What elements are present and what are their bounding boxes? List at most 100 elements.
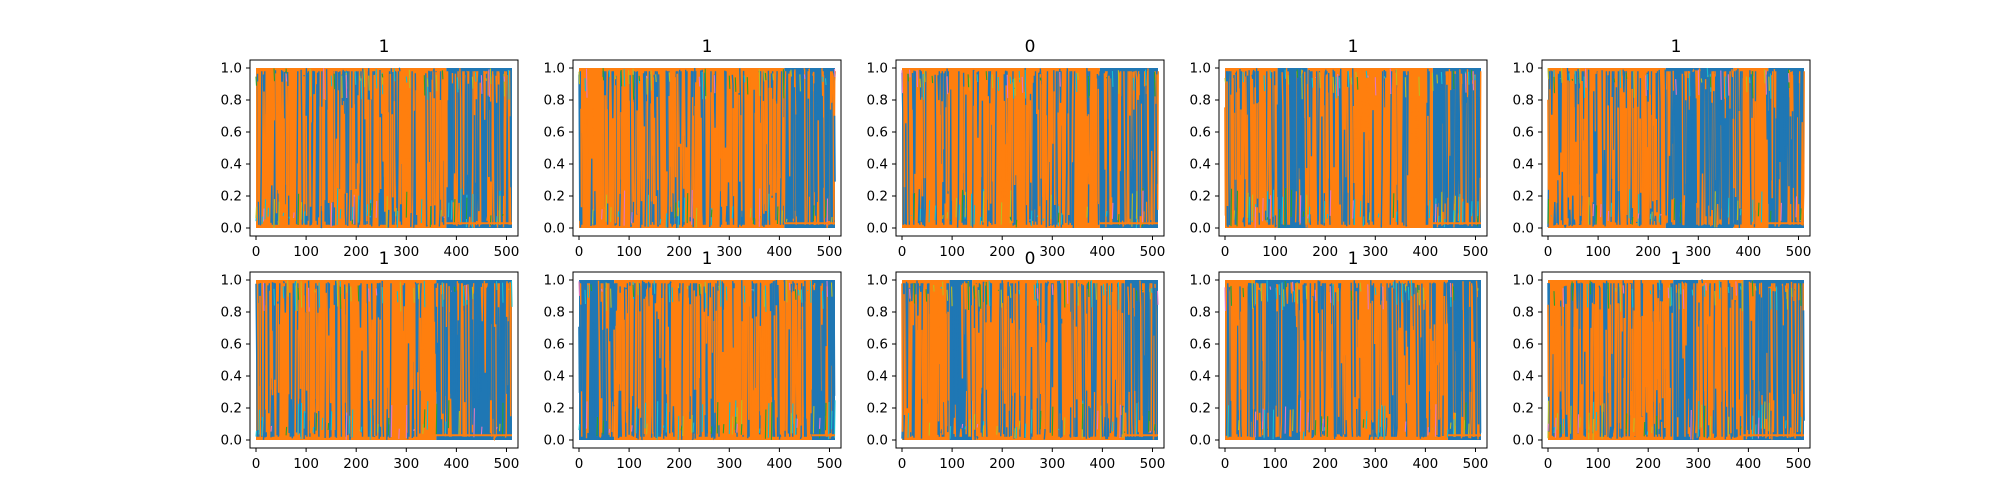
- y-tick-label: 0.0: [221, 433, 242, 449]
- x-tick-label: 200: [666, 244, 692, 260]
- series-trace: [1664, 75, 1732, 225]
- x-tick-label: 400: [1412, 456, 1438, 472]
- series-trace: [1299, 287, 1446, 436]
- series-trace: [1553, 280, 1802, 438]
- subplot-7: 0.0 0.2 0.4 0.6 0.8 1.0 0 100 200 300 400 500 1: [544, 249, 843, 472]
- subplot-title: 1: [1348, 249, 1359, 269]
- x-tick-label: 500: [1463, 456, 1489, 472]
- y-tick-label: 1.0: [544, 273, 565, 289]
- x-tick-label: 0: [1544, 456, 1553, 472]
- series-trace: [1237, 280, 1479, 437]
- series-trace: [817, 286, 836, 434]
- subplot-title: 1: [702, 249, 713, 269]
- y-tick-label: 0.4: [1190, 369, 1211, 385]
- x-tick-label: 100: [1262, 244, 1288, 260]
- x-tick-label: 200: [989, 456, 1015, 472]
- series-trace: [1230, 288, 1255, 416]
- series-area: [1224, 68, 1482, 228]
- subplot-8: 0.0 0.2 0.4 0.6 0.8 1.0 0 100 200 300 400 500 0: [867, 249, 1166, 472]
- series-trace: [255, 280, 437, 441]
- y-tick-label: 0.0: [221, 221, 242, 237]
- x-tick-label: 100: [616, 456, 642, 472]
- series-trace: [1224, 69, 1456, 224]
- x-tick-label: 100: [939, 456, 965, 472]
- y-tick-label: 1.0: [867, 61, 888, 77]
- y-tick-label: 0.4: [1513, 369, 1534, 385]
- series-trace: [1099, 71, 1158, 221]
- subplot-2: 0.0 0.2 0.4 0.6 0.8 1.0 0 100 200 300 400 500 1: [544, 37, 843, 260]
- x-tick-label: 400: [766, 456, 792, 472]
- x-tick-label: 0: [1221, 244, 1230, 260]
- x-tick-label: 100: [939, 244, 965, 260]
- x-tick-label: 200: [1635, 244, 1661, 260]
- series-trace: [908, 280, 1159, 439]
- x-tick-label: 200: [1312, 244, 1338, 260]
- x-tick-label: 0: [1221, 456, 1230, 472]
- series-trace: [913, 280, 1156, 436]
- x-tick-label: 100: [616, 244, 642, 260]
- series-trace: [919, 70, 1138, 227]
- series-trace: [585, 68, 836, 227]
- series-trace: [1126, 285, 1157, 436]
- x-tick-label: 500: [1786, 456, 1812, 472]
- x-tick-label: 0: [575, 244, 584, 260]
- series-trace: [1547, 283, 1674, 437]
- axes-frame: [249, 271, 519, 449]
- subplot-5: 0.0 0.2 0.4 0.6 0.8 1.0 0 100 200 300 400 500 1: [1513, 37, 1812, 260]
- x-tick-label: 300: [716, 244, 742, 260]
- subplot-1: 0.0 0.2 0.4 0.6 0.8 1.0 0 100 200 300 400 500 1: [221, 37, 520, 260]
- axes-frame: [1541, 59, 1811, 237]
- y-tick-label: 0.2: [1190, 189, 1211, 205]
- series-trace: [1276, 71, 1305, 221]
- x-tick-label: 0: [898, 244, 907, 260]
- x-tick-label: 500: [1463, 244, 1489, 260]
- y-tick-label: 0.4: [1190, 157, 1211, 173]
- x-tick-label: 0: [1544, 244, 1553, 260]
- subplot-title: 0: [1025, 37, 1036, 57]
- x-tick-label: 100: [1585, 244, 1611, 260]
- x-tick-label: 300: [1685, 244, 1711, 260]
- axes-frame: [1541, 271, 1811, 449]
- x-tick-label: 500: [1140, 244, 1166, 260]
- subplot-title: 1: [379, 37, 390, 57]
- subplot-3: 0.0 0.2 0.4 0.6 0.8 1.0 0 100 200 300 400 500 0: [867, 37, 1166, 260]
- y-tick-label: 0.6: [867, 337, 888, 353]
- x-tick-label: 200: [343, 244, 369, 260]
- y-tick-label: 0.0: [544, 221, 565, 237]
- y-tick-label: 0.2: [544, 401, 565, 417]
- y-tick-label: 0.8: [867, 305, 888, 321]
- series-area: [578, 279, 836, 441]
- y-tick-label: 0.8: [867, 93, 888, 109]
- x-tick-label: 500: [494, 456, 520, 472]
- series-area: [901, 68, 1159, 229]
- series-trace: [1230, 69, 1479, 228]
- subplot-6: 0.0 0.2 0.4 0.6 0.8 1.0 0 100 200 300 400 500 1: [221, 249, 520, 472]
- x-tick-label: 400: [766, 244, 792, 260]
- y-tick-label: 0.6: [221, 125, 242, 141]
- series-trace: [1224, 281, 1452, 438]
- x-tick-label: 400: [1089, 456, 1115, 472]
- x-tick-label: 200: [343, 456, 369, 472]
- x-tick-label: 300: [393, 456, 419, 472]
- x-tick-label: 400: [1089, 244, 1115, 260]
- series-trace: [255, 68, 504, 228]
- subplot-9: 0.0 0.2 0.4 0.6 0.8 1.0 0 100 200 300 400 500 1: [1190, 249, 1489, 472]
- y-tick-label: 0.8: [1513, 305, 1534, 321]
- series-trace: [257, 287, 436, 437]
- series-trace: [1547, 67, 1802, 228]
- series-trace: [613, 283, 812, 436]
- y-tick-label: 1.0: [867, 273, 888, 289]
- y-tick-label: 0.2: [544, 189, 565, 205]
- y-tick-label: 1.0: [1513, 273, 1534, 289]
- x-tick-label: 200: [666, 456, 692, 472]
- x-tick-label: 0: [252, 456, 261, 472]
- y-tick-label: 0.4: [221, 157, 242, 173]
- series-area: [901, 280, 1159, 440]
- y-tick-label: 1.0: [221, 61, 242, 77]
- x-tick-label: 400: [443, 244, 469, 260]
- y-tick-label: 0.2: [867, 401, 888, 417]
- series-trace: [1767, 72, 1800, 223]
- axes-frame: [1218, 271, 1488, 449]
- series-trace: [447, 72, 512, 223]
- x-tick-label: 100: [293, 456, 319, 472]
